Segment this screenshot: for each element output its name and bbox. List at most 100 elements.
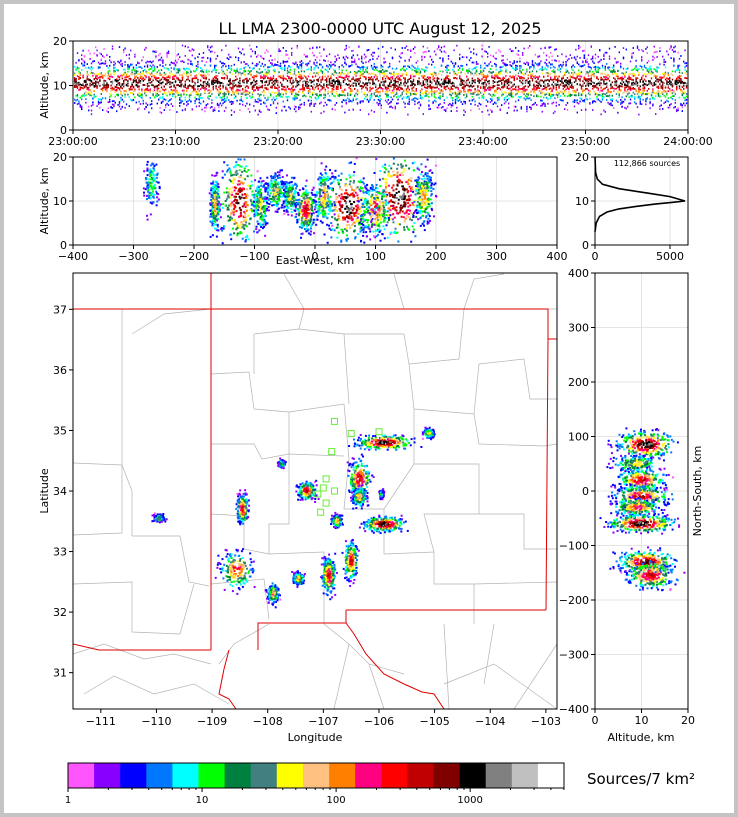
source-cell (271, 91, 273, 94)
source-cell (246, 63, 248, 65)
source-cell (116, 93, 118, 96)
source-cell (148, 81, 150, 84)
source-cell (326, 83, 328, 86)
source-cell (81, 98, 83, 101)
source-cell (482, 96, 485, 99)
source-cell (537, 82, 539, 85)
source-cell (503, 91, 506, 94)
source-cell (635, 102, 637, 105)
source-cell (575, 94, 577, 97)
source-cell (494, 91, 496, 94)
source-cell (401, 88, 403, 90)
source-cell (550, 63, 552, 66)
source-cell (235, 56, 237, 59)
source-cell (187, 100, 189, 102)
source-cell (614, 78, 616, 81)
source-cell (459, 89, 461, 92)
source-cell (75, 99, 77, 102)
source-cell (596, 66, 598, 69)
source-cell (250, 83, 252, 85)
source-cell (363, 53, 366, 56)
source-cell (305, 95, 307, 98)
source-cell (404, 47, 406, 49)
source-cell (587, 78, 590, 81)
source-cell (97, 103, 100, 105)
source-cell (573, 94, 576, 97)
source-cell (331, 108, 333, 110)
source-cell (218, 94, 220, 97)
source-cell (387, 95, 389, 98)
source-cell (155, 56, 157, 59)
source-cell (454, 72, 457, 75)
source-cell (468, 99, 471, 102)
source-cell (309, 103, 311, 105)
source-cell (117, 87, 119, 89)
source-cell (356, 102, 359, 105)
source-cell (443, 78, 445, 81)
source-cell (125, 73, 128, 75)
source-cell (152, 74, 154, 77)
source-cell (111, 86, 114, 89)
source-cell (258, 110, 261, 113)
source-cell (233, 91, 235, 94)
source-cell (568, 58, 570, 60)
source-cell (190, 50, 192, 52)
source-cell (300, 70, 303, 73)
source-cell (188, 99, 191, 101)
source-cell (450, 87, 452, 90)
source-cell (179, 98, 181, 101)
source-cell (412, 89, 415, 92)
source-cell (306, 68, 308, 71)
source-cell (515, 86, 517, 88)
source-cell (468, 70, 471, 73)
source-cell (317, 87, 319, 90)
source-cell (398, 83, 401, 86)
source-cell (183, 61, 185, 64)
source-cell (352, 85, 354, 87)
source-cell (100, 75, 102, 78)
source-cell (487, 87, 489, 90)
source-cell (384, 99, 387, 102)
source-cell (163, 74, 165, 76)
source-cell (233, 79, 235, 82)
source-cell (557, 77, 559, 80)
source-cell (358, 70, 360, 72)
source-cell (636, 93, 639, 95)
source-cell (586, 84, 588, 86)
source-cell (410, 67, 412, 70)
source-cell (340, 94, 342, 96)
source-cell (468, 59, 471, 62)
source-cell (393, 88, 395, 91)
source-cell (205, 71, 207, 73)
source-cell (132, 81, 135, 84)
source-cell (172, 73, 174, 76)
source-cell (228, 58, 230, 61)
source-cell (555, 88, 557, 91)
source-cell (145, 94, 147, 97)
source-cell (359, 109, 361, 111)
source-cell (349, 85, 352, 87)
source-cell (460, 84, 462, 86)
source-cell (559, 90, 562, 93)
source-cell (270, 78, 272, 81)
source-cell (499, 109, 501, 111)
source-cell (193, 49, 195, 52)
source-cell (447, 104, 450, 106)
source-cell (550, 95, 552, 98)
source-cell (380, 98, 382, 101)
source-cell (230, 88, 233, 91)
source-cell (249, 66, 251, 69)
source-cell (291, 82, 293, 85)
source-cell (603, 76, 605, 78)
source-cell (342, 80, 345, 82)
source-cell (155, 76, 157, 79)
source-cell (359, 81, 361, 84)
source-cell (226, 88, 228, 91)
source-cell (355, 92, 357, 95)
source-cell (169, 63, 171, 66)
source-cell (536, 88, 538, 91)
source-cell (589, 93, 591, 96)
source-cell (152, 60, 154, 63)
source-cell (335, 90, 338, 93)
source-cell (228, 93, 230, 96)
